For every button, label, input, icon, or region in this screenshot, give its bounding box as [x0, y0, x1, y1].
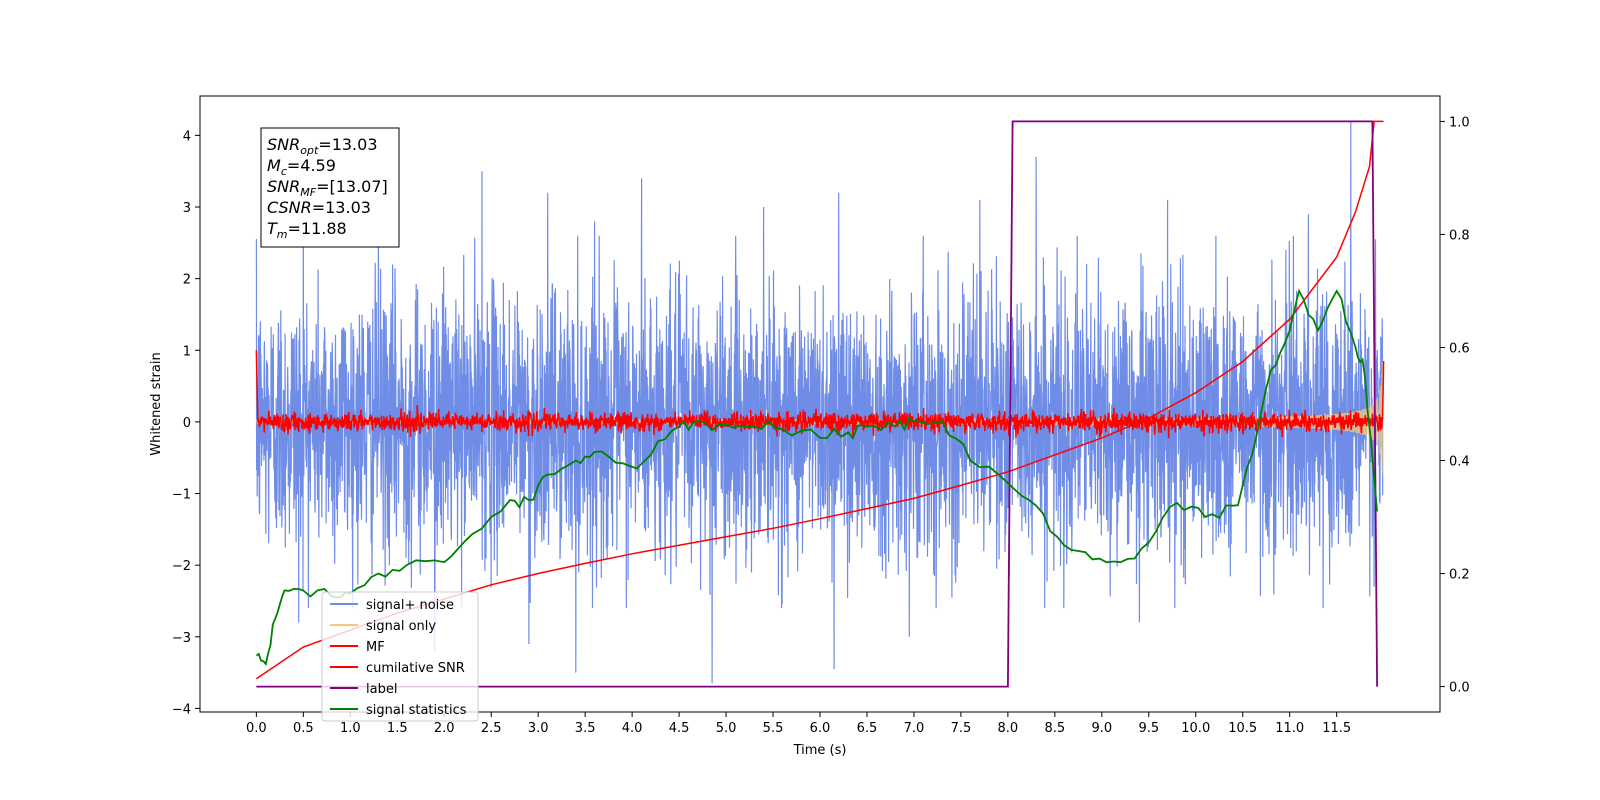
legend-label: signal only [366, 619, 436, 634]
x-tick-label: 7.5 [951, 721, 972, 736]
y-tick-label: −1 [172, 488, 191, 503]
x-tick-label: 9.5 [1138, 721, 1159, 736]
y-axis-label: Whitened strain [149, 352, 164, 455]
x-tick-label: 11.5 [1322, 721, 1351, 736]
x-tick-label: 7.0 [904, 721, 925, 736]
y-tick-label: −4 [172, 702, 191, 717]
y-tick-label: 1 [183, 344, 191, 359]
x-tick-label: 11.0 [1275, 721, 1304, 736]
x-tick-label: 4.0 [622, 721, 643, 736]
y-tick-label: −2 [172, 559, 191, 574]
y-right-tick-label: 0.2 [1449, 568, 1470, 583]
annotation-frame [260, 127, 400, 248]
y-tick-label: 2 [183, 273, 191, 288]
y-tick-label: −3 [172, 631, 191, 646]
x-tick-label: 2.5 [481, 721, 502, 736]
legend-label: signal statistics [366, 703, 467, 718]
y-tick-label: 3 [183, 201, 191, 216]
y-tick-label: 4 [183, 129, 191, 144]
annotation-line: Mc=4.59 [267, 156, 336, 178]
legend-label: cumilative SNR [366, 661, 465, 676]
x-tick-label: 10.5 [1228, 721, 1257, 736]
x-tick-label: 5.0 [716, 721, 737, 736]
annotation-line: CSNR=13.03 [267, 198, 371, 217]
x-tick-label: 3.5 [575, 721, 596, 736]
y-right-tick-label: 0.8 [1449, 228, 1470, 243]
series-label [256, 120, 1378, 688]
legend-frame [321, 591, 479, 722]
x-tick-label: 0.0 [246, 721, 267, 736]
series-signal-statistics [255, 288, 1378, 666]
x-axis-label: Time (s) [793, 743, 847, 758]
x-tick-label: 4.5 [669, 721, 690, 736]
x-tick-label: 10.0 [1181, 721, 1210, 736]
x-tick-label: 8.0 [998, 721, 1019, 736]
x-tick-label: 1.0 [340, 721, 361, 736]
x-tick-label: 1.5 [387, 721, 408, 736]
x-tick-label: 2.0 [434, 721, 455, 736]
x-tick-label: 9.0 [1091, 721, 1112, 736]
legend: signal+ noise signal only MF cumilative SNR… [321, 591, 479, 722]
series-mf [255, 350, 1385, 439]
legend-label: signal+ noise [366, 598, 454, 613]
series-signal-noise [255, 121, 1384, 684]
axes-layer: 0.0 0.5 1.0 1.5 2.0 2.5 3.0 3.5 4.0 4.5 5.0 5.5 6.0 6… [172, 115, 1470, 736]
x-tick-label: 8.5 [1045, 721, 1066, 736]
legend-label: MF [366, 640, 385, 655]
x-tick-label: 6.0 [810, 721, 831, 736]
legend-label: label [366, 682, 397, 697]
y-right-tick-label: 1.0 [1449, 115, 1470, 130]
y-right-tick-label: 0.0 [1449, 681, 1470, 696]
x-tick-label: 5.5 [763, 721, 784, 736]
x-tick-label: 3.0 [528, 721, 549, 736]
y-tick-label: 0 [183, 416, 191, 431]
annotation-line: SNRopt=13.03 [267, 135, 378, 157]
x-tick-label: 6.5 [857, 721, 878, 736]
annotation-line: Tm=11.88 [267, 219, 347, 241]
annotation-line: SNRMF=[13.07] [267, 177, 388, 199]
y-right-tick-label: 0.6 [1449, 341, 1470, 356]
x-tick-label: 0.5 [293, 721, 314, 736]
y-right-tick-label: 0.4 [1449, 455, 1470, 470]
annotation-box: SNRopt=13.03Mc=4.59SNRMF=[13.07]CSNR=13.… [260, 127, 400, 248]
